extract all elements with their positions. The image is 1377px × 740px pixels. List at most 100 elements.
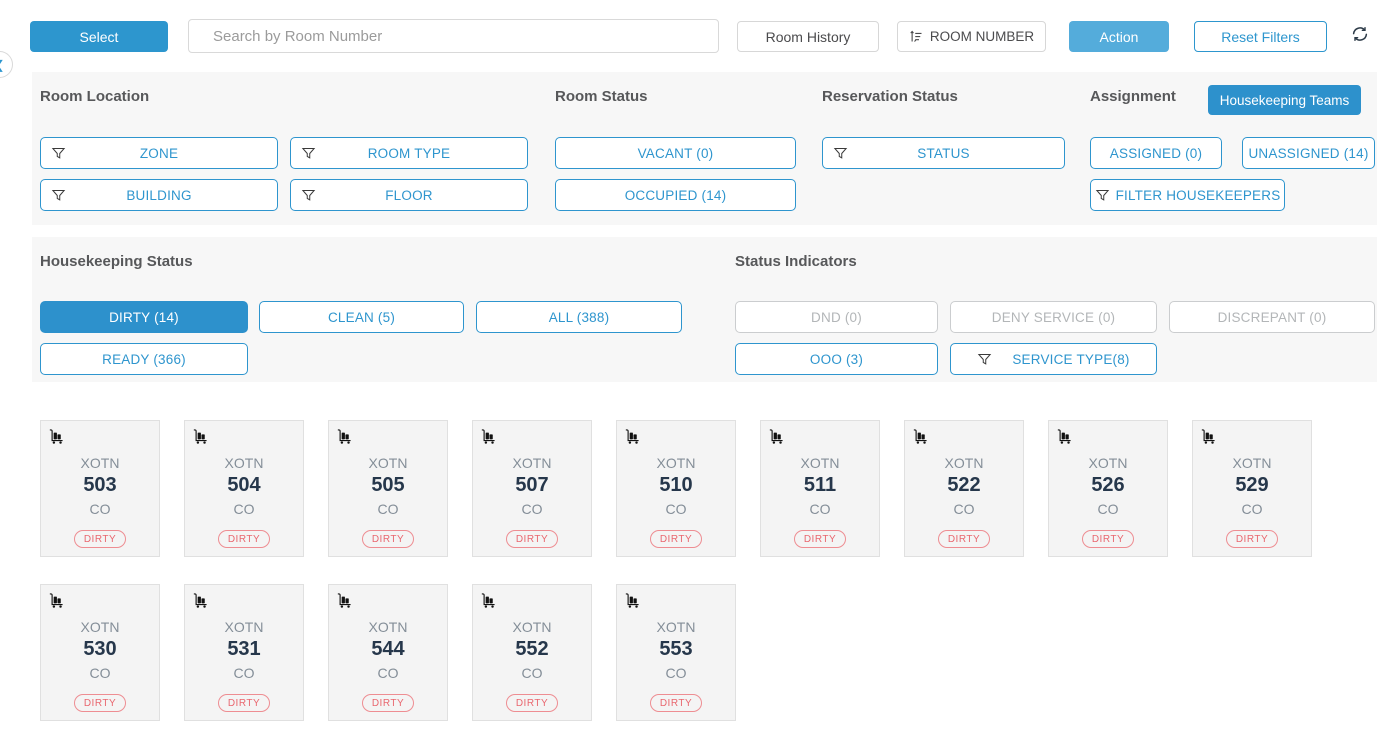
assignment-title: Assignment — [1090, 88, 1176, 105]
room-card[interactable]: XOTN 544 CO DIRTY — [328, 584, 448, 721]
housekeeping-status-badge: DIRTY — [218, 530, 270, 548]
reservation-status: CO — [185, 501, 303, 517]
property-code: XOTN — [1049, 455, 1167, 471]
housekeeping-status-badge: DIRTY — [74, 530, 126, 548]
reservation-status: CO — [329, 501, 447, 517]
deny-service-filter-button[interactable]: DENY SERVICE (0) — [950, 301, 1157, 333]
housekeeping-cart-icon — [1056, 428, 1073, 445]
filter-funnel-icon — [301, 146, 316, 161]
property-code: XOTN — [905, 455, 1023, 471]
reservation-status: CO — [473, 501, 591, 517]
housekeeping-cart-icon — [336, 428, 353, 445]
reservation-status-filter-button[interactable]: STATUS — [822, 137, 1065, 169]
property-code: XOTN — [185, 455, 303, 471]
room-card[interactable]: XOTN 507 CO DIRTY — [472, 420, 592, 557]
housekeeping-status-badge: DIRTY — [218, 694, 270, 712]
sort-room-number-button[interactable]: ROOM NUMBER — [897, 21, 1046, 52]
room-card[interactable]: XOTN 522 CO DIRTY — [904, 420, 1024, 557]
search-input[interactable] — [188, 19, 719, 53]
room-card-grid: XOTN 503 CO DIRTY XOTN 504 CO DIRTY — [40, 420, 1340, 721]
property-code: XOTN — [473, 455, 591, 471]
housekeeping-status-badge: DIRTY — [506, 530, 558, 548]
housekeeping-status-badge: DIRTY — [506, 694, 558, 712]
vacant-filter-button[interactable]: VACANT (0) — [555, 137, 796, 169]
filter-funnel-icon — [833, 146, 848, 161]
room-history-button[interactable]: Room History — [737, 21, 879, 52]
room-card[interactable]: XOTN 503 CO DIRTY — [40, 420, 160, 557]
room-number: 526 — [1049, 474, 1167, 497]
filter-building-label: BUILDING — [126, 188, 191, 203]
housekeeping-status-badge: DIRTY — [650, 694, 702, 712]
property-code: XOTN — [1193, 455, 1311, 471]
housekeeping-cart-icon — [480, 428, 497, 445]
housekeeping-cart-icon — [48, 428, 65, 445]
filter-funnel-icon — [51, 146, 66, 161]
room-number: 553 — [617, 638, 735, 661]
reservation-status-filter-label: STATUS — [917, 146, 969, 161]
housekeeping-cart-icon — [624, 428, 641, 445]
reset-filters-button[interactable]: Reset Filters — [1194, 21, 1327, 52]
discrepant-filter-button[interactable]: DISCREPANT (0) — [1169, 301, 1375, 333]
filters-panel-bottom: Housekeeping Status Status Indicators DI… — [32, 237, 1377, 382]
room-number: 503 — [41, 474, 159, 497]
property-code: XOTN — [41, 455, 159, 471]
housekeeping-status-badge: DIRTY — [74, 694, 126, 712]
room-card[interactable]: XOTN 505 CO DIRTY — [328, 420, 448, 557]
reservation-status: CO — [41, 665, 159, 681]
housekeeping-cart-icon — [336, 592, 353, 609]
filter-room-type-button[interactable]: ROOM TYPE — [290, 137, 528, 169]
room-card[interactable]: XOTN 530 CO DIRTY — [40, 584, 160, 721]
room-number: 552 — [473, 638, 591, 661]
assigned-filter-button[interactable]: ASSIGNED (0) — [1090, 137, 1222, 169]
dirty-filter-button[interactable]: DIRTY (14) — [40, 301, 248, 333]
service-type-filter-button[interactable]: SERVICE TYPE(8) — [950, 343, 1157, 375]
reservation-status: CO — [185, 665, 303, 681]
housekeeping-cart-icon — [912, 428, 929, 445]
room-card[interactable]: XOTN 529 CO DIRTY — [1192, 420, 1312, 557]
unassigned-filter-button[interactable]: UNASSIGNED (14) — [1242, 137, 1375, 169]
housekeeping-teams-button[interactable]: Housekeeping Teams — [1208, 85, 1361, 115]
reservation-status: CO — [617, 665, 735, 681]
room-card[interactable]: XOTN 526 CO DIRTY — [1048, 420, 1168, 557]
ooo-filter-button[interactable]: OOO (3) — [735, 343, 938, 375]
room-card[interactable]: XOTN 553 CO DIRTY — [616, 584, 736, 721]
room-card[interactable]: XOTN 552 CO DIRTY — [472, 584, 592, 721]
select-button[interactable]: Select — [30, 21, 168, 52]
filter-housekeepers-button[interactable]: FILTER HOUSEKEEPERS — [1090, 179, 1285, 211]
property-code: XOTN — [329, 455, 447, 471]
room-card[interactable]: XOTN 511 CO DIRTY — [760, 420, 880, 557]
room-card[interactable]: XOTN 504 CO DIRTY — [184, 420, 304, 557]
action-button[interactable]: Action — [1069, 21, 1169, 52]
ready-filter-button[interactable]: READY (366) — [40, 343, 248, 375]
filter-funnel-icon — [1095, 188, 1110, 203]
room-number: 504 — [185, 474, 303, 497]
service-type-filter-label: SERVICE TYPE(8) — [1012, 352, 1129, 367]
property-code: XOTN — [185, 619, 303, 635]
housekeeping-cart-icon — [480, 592, 497, 609]
room-number: 529 — [1193, 474, 1311, 497]
room-number: 505 — [329, 474, 447, 497]
property-code: XOTN — [41, 619, 159, 635]
housekeeping-status-badge: DIRTY — [1226, 530, 1278, 548]
filter-zone-button[interactable]: ZONE — [40, 137, 278, 169]
room-card[interactable]: XOTN 531 CO DIRTY — [184, 584, 304, 721]
all-filter-button[interactable]: ALL (388) — [476, 301, 682, 333]
filter-zone-label: ZONE — [140, 146, 178, 161]
room-card[interactable]: XOTN 510 CO DIRTY — [616, 420, 736, 557]
room-number: 507 — [473, 474, 591, 497]
room-number: 511 — [761, 474, 879, 497]
dnd-filter-button[interactable]: DND (0) — [735, 301, 938, 333]
sort-order-icon — [909, 29, 924, 44]
filter-housekeepers-label: FILTER HOUSEKEEPERS — [1116, 188, 1281, 203]
reservation-status: CO — [473, 665, 591, 681]
room-number: 544 — [329, 638, 447, 661]
refresh-icon[interactable] — [1351, 25, 1369, 43]
filter-building-button[interactable]: BUILDING — [40, 179, 278, 211]
room-number: 522 — [905, 474, 1023, 497]
occupied-filter-button[interactable]: OCCUPIED (14) — [555, 179, 796, 211]
housekeeping-status-badge: DIRTY — [938, 530, 990, 548]
filter-floor-label: FLOOR — [385, 188, 433, 203]
filter-floor-button[interactable]: FLOOR — [290, 179, 528, 211]
clean-filter-button[interactable]: CLEAN (5) — [259, 301, 464, 333]
room-number: 530 — [41, 638, 159, 661]
